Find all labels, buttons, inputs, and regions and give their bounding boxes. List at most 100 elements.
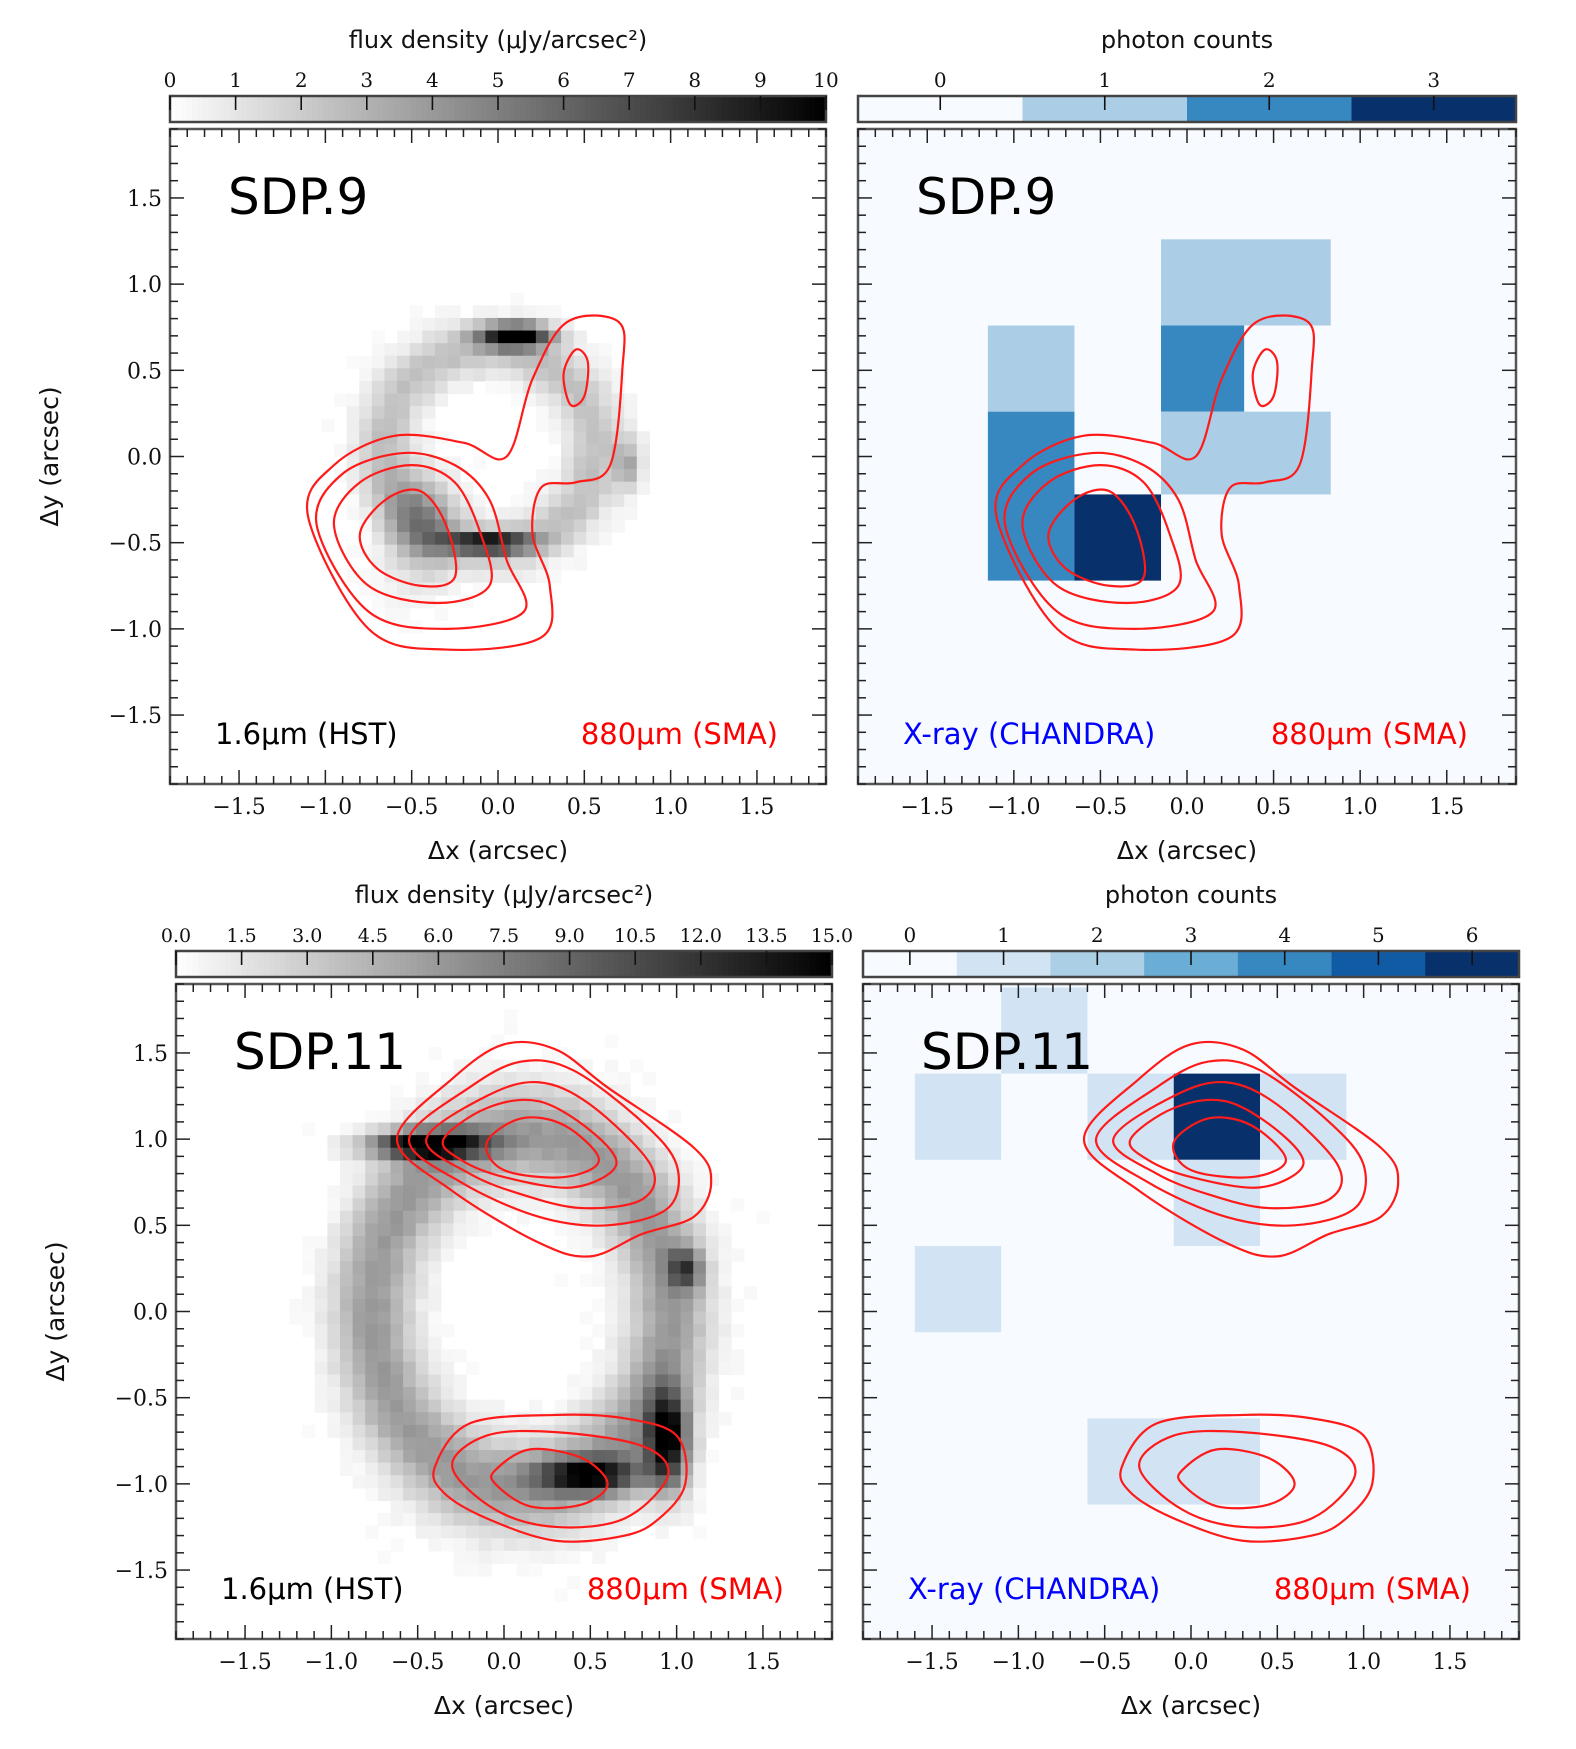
colorbar-segment <box>771 951 778 977</box>
image-pixel <box>548 317 562 332</box>
colorbar-segment <box>738 96 745 122</box>
image-pixel <box>567 1525 581 1539</box>
image-pixel <box>403 1210 417 1224</box>
image-pixel <box>340 1172 354 1187</box>
image-pixel <box>453 1487 467 1502</box>
image-pixel <box>415 1185 429 1199</box>
image-pixel <box>314 1374 328 1388</box>
image-pixel <box>390 1223 404 1237</box>
x-tick-label: 0.5 <box>1256 795 1291 820</box>
xray-pixel <box>1087 1418 1261 1505</box>
image-pixel <box>453 1513 467 1527</box>
image-pixel <box>510 330 524 344</box>
y-tick-label: −1.0 <box>115 1473 168 1498</box>
colorbar-tick-label: 4 <box>1278 923 1291 947</box>
image-pixel <box>365 1210 379 1224</box>
colorbar-segment <box>493 951 500 977</box>
image-pixel <box>403 1273 417 1287</box>
colorbar-segment <box>339 96 346 122</box>
image-pixel <box>523 494 537 508</box>
image-pixel <box>434 544 449 558</box>
image-pixel <box>346 494 360 508</box>
image-pixel <box>359 431 373 445</box>
colorbar-segment <box>672 96 679 122</box>
image-pixel <box>718 1235 732 1250</box>
image-pixel <box>377 1122 392 1136</box>
colorbar-segment <box>744 951 751 977</box>
colorbar-segment <box>443 951 450 977</box>
image-pixel <box>611 481 625 495</box>
colorbar-segment <box>268 96 275 122</box>
image-pixel <box>642 1399 656 1413</box>
image-pixel <box>630 1286 644 1300</box>
image-pixel <box>428 1135 442 1149</box>
colorbar-segment <box>739 951 746 977</box>
image-pixel <box>680 1500 694 1514</box>
image-pixel <box>693 1475 707 1489</box>
image-pixel <box>422 569 436 584</box>
colorbar-segment <box>820 96 827 122</box>
image-pixel <box>346 469 360 483</box>
sma-contour <box>1112 1080 1343 1210</box>
image-pixel <box>718 1286 732 1300</box>
image-pixel <box>718 1412 732 1426</box>
colorbar-segment <box>186 96 193 122</box>
image-pixel <box>567 1550 581 1565</box>
image-pixel <box>510 569 524 584</box>
image-pixel <box>592 1387 606 1401</box>
image-pixel <box>447 380 461 395</box>
image-pixel <box>604 1261 619 1275</box>
image-pixel <box>302 1122 316 1136</box>
y-tick-label: −0.5 <box>109 532 162 557</box>
image-pixel <box>428 1198 442 1212</box>
image-pixel <box>422 343 436 357</box>
y-tick-label: −1.5 <box>115 1559 168 1584</box>
colorbar-segment <box>728 951 735 977</box>
x-tick-label: −1.0 <box>305 1650 358 1675</box>
image-pixel <box>415 1324 429 1338</box>
image-pixel <box>693 1424 707 1439</box>
image-pixel <box>617 1387 631 1401</box>
image-pixel <box>604 1185 619 1199</box>
image-pixel <box>680 1147 694 1161</box>
image-pixel <box>390 1324 404 1338</box>
image-pixel <box>548 368 562 382</box>
image-pixel <box>397 393 411 407</box>
image-pixel <box>523 557 537 571</box>
image-pixel <box>604 1059 619 1073</box>
image-pixel <box>510 494 524 508</box>
image-pixel <box>384 418 398 432</box>
image-pixel <box>314 1387 328 1401</box>
image-pixel <box>352 1412 366 1426</box>
image-pixel <box>352 1349 366 1363</box>
image-pixel <box>415 1374 429 1388</box>
image-pixel <box>541 1475 556 1489</box>
image-pixel <box>440 1122 455 1136</box>
image-pixel <box>523 481 537 495</box>
image-pixel <box>604 1399 619 1413</box>
image-pixel <box>655 1374 669 1388</box>
image-pixel <box>655 1286 669 1300</box>
image-pixel <box>434 305 449 319</box>
colorbar-segment <box>295 96 302 122</box>
image-pixel <box>491 1424 505 1439</box>
image-pixel <box>428 1311 442 1325</box>
image-pixel <box>554 1072 568 1086</box>
image-pixel <box>428 1046 442 1061</box>
image-pixel <box>415 1500 429 1514</box>
image-pixel <box>327 1424 341 1439</box>
image-pixel <box>384 506 398 521</box>
image-pixel <box>548 519 562 533</box>
colorbar-segment <box>416 951 423 977</box>
image-pixel <box>579 1475 593 1489</box>
image-pixel <box>680 1424 694 1439</box>
image-pixel <box>705 1172 720 1187</box>
image-pixel <box>314 1298 328 1313</box>
image-pixel <box>390 1475 404 1489</box>
image-pixel <box>630 1336 644 1350</box>
image-pixel <box>485 519 499 533</box>
image-pixel <box>655 1487 669 1502</box>
image-pixel <box>390 1374 404 1388</box>
image-pixel <box>327 1135 341 1149</box>
image-pixel <box>428 1513 442 1527</box>
